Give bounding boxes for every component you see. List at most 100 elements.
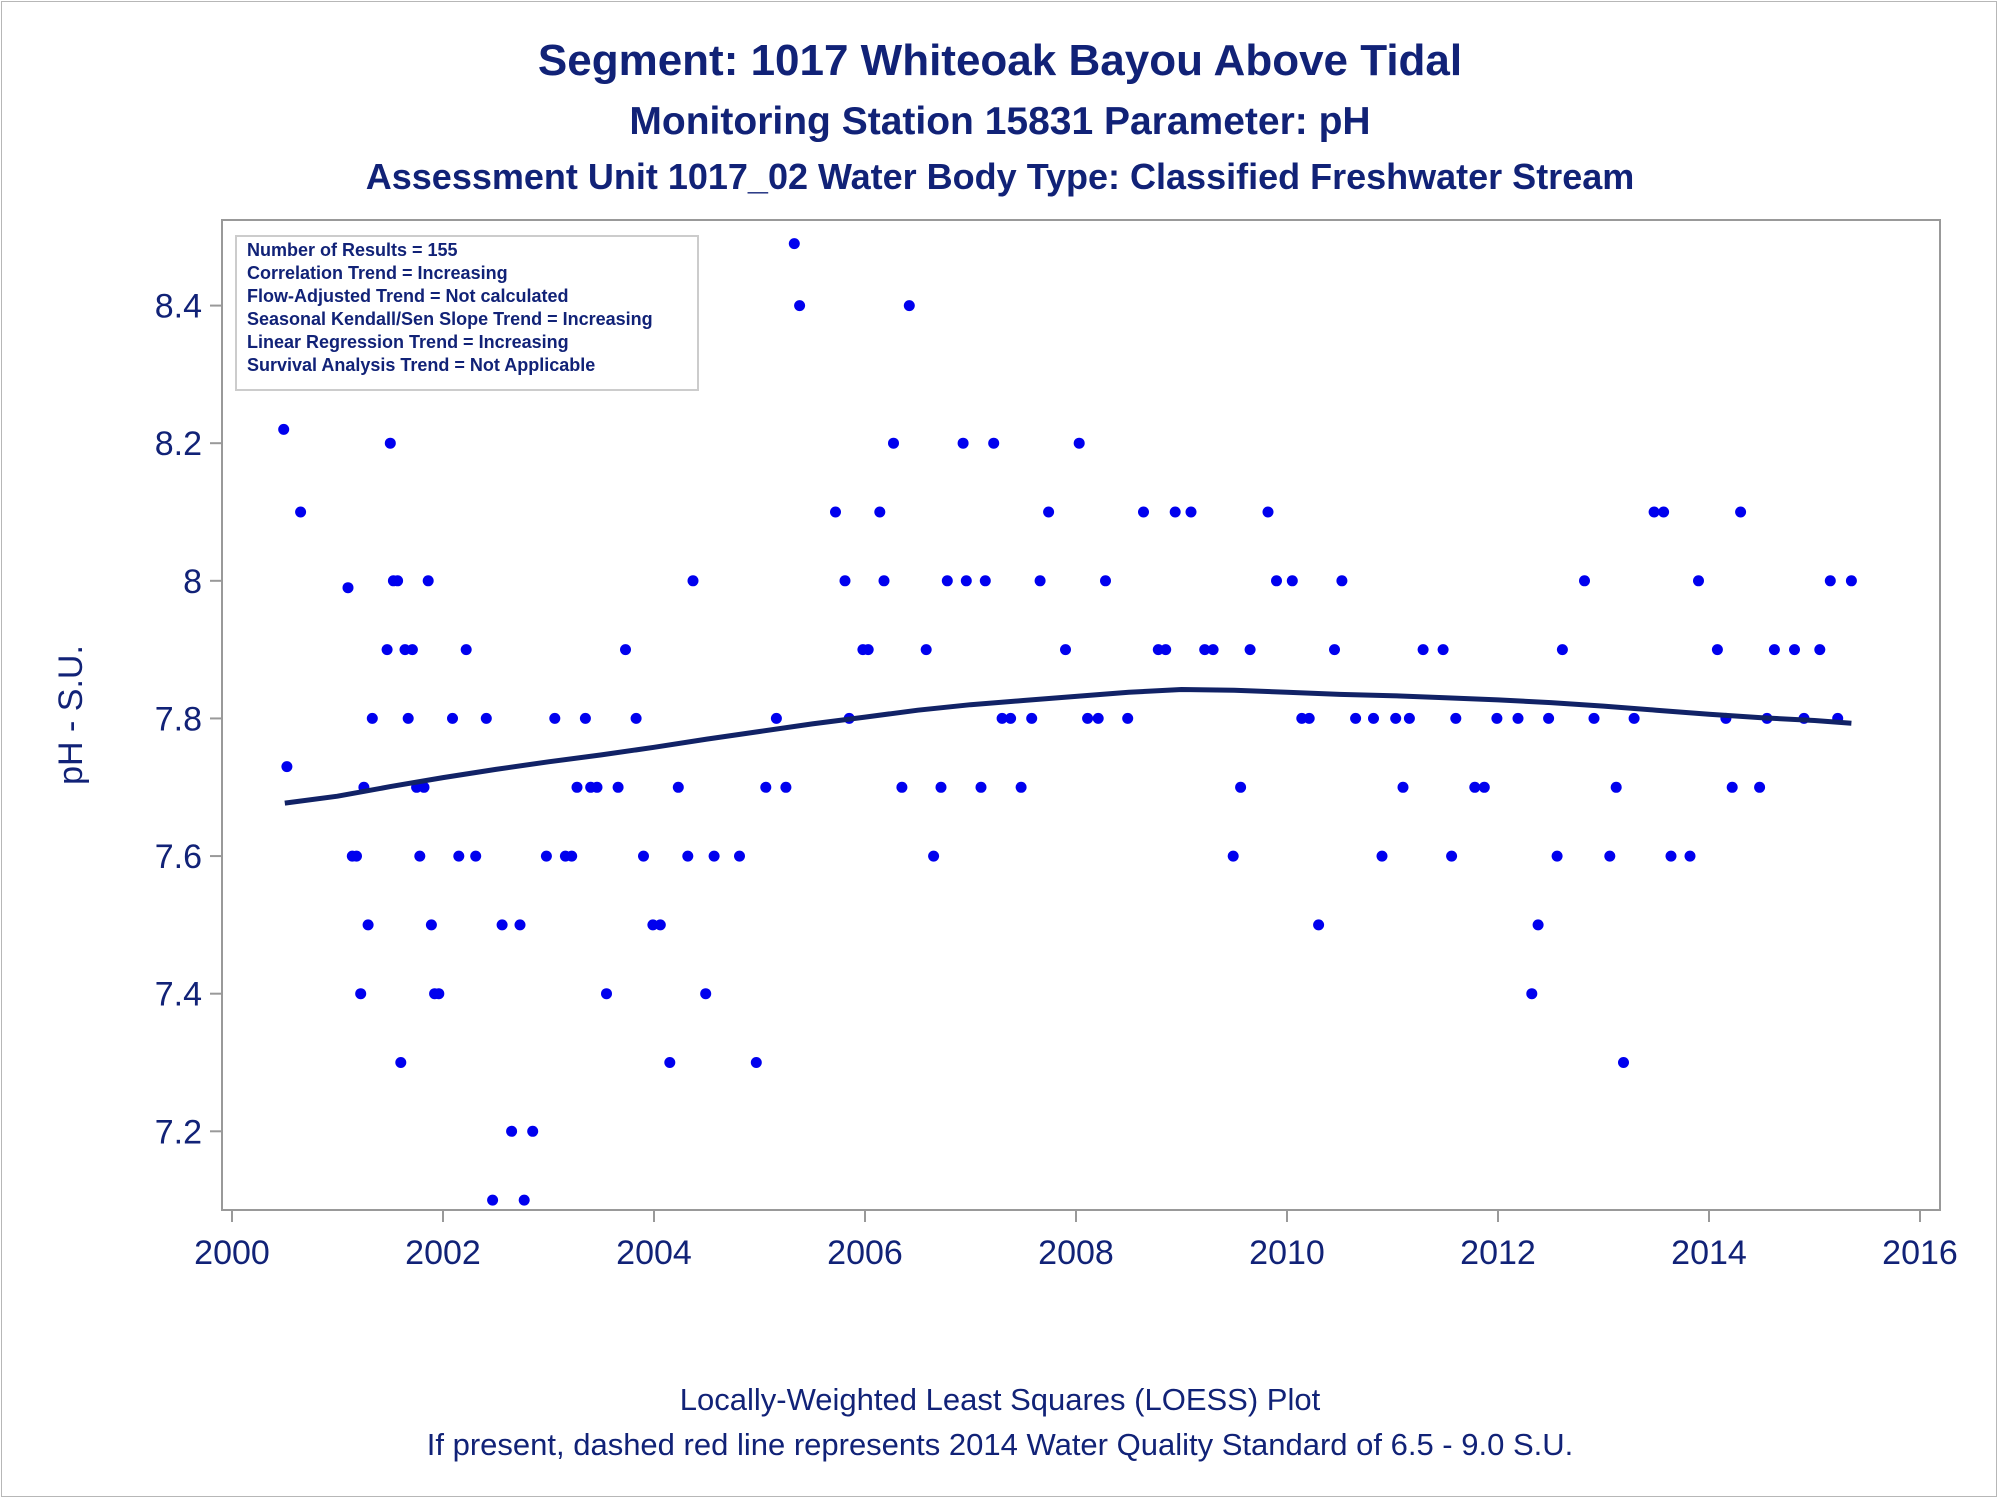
data-point xyxy=(487,1194,499,1206)
data-point xyxy=(514,919,526,931)
data-point xyxy=(770,712,782,724)
data-point xyxy=(1845,575,1857,587)
x-tick-label: 2016 xyxy=(1882,1234,1958,1272)
stats-box-border xyxy=(235,235,699,391)
chart-subtitle-station: Monitoring Station 15831 Parameter: pH xyxy=(629,100,1371,143)
x-tick-label: 2012 xyxy=(1460,1234,1536,1272)
data-point xyxy=(480,712,492,724)
data-point xyxy=(1005,712,1017,724)
footnote-method: Locally-Weighted Least Squares (LOESS) P… xyxy=(679,1382,1321,1417)
data-point xyxy=(1336,575,1348,587)
data-point xyxy=(1579,575,1590,587)
y-tick-label: 7.4 xyxy=(155,976,202,1014)
footnote-standard: If present, dashed red line represents 2… xyxy=(426,1427,1574,1462)
x-tick-label: 2000 xyxy=(194,1234,270,1272)
data-point xyxy=(839,575,851,587)
data-point xyxy=(1604,850,1616,862)
data-point xyxy=(1532,919,1544,931)
data-point xyxy=(1618,1057,1629,1068)
data-point xyxy=(654,919,666,931)
data-point xyxy=(687,575,699,587)
x-tick-label: 2004 xyxy=(616,1234,692,1272)
x-tick-label: 2014 xyxy=(1671,1234,1747,1272)
data-point xyxy=(601,988,612,1000)
data-point xyxy=(1658,506,1670,518)
data-point xyxy=(278,423,290,435)
data-point xyxy=(664,1057,676,1068)
data-point xyxy=(518,1194,530,1206)
data-point xyxy=(620,644,631,656)
data-point xyxy=(295,506,307,518)
data-point xyxy=(1227,850,1239,862)
stats-line: Flow-Adjusted Trend = Not calculated xyxy=(247,286,569,306)
x-tick-label: 2006 xyxy=(827,1234,903,1272)
data-point xyxy=(1376,850,1388,862)
data-point xyxy=(612,781,624,793)
data-point xyxy=(1417,644,1429,656)
data-point xyxy=(1711,644,1723,656)
data-point xyxy=(1390,712,1402,724)
data-point xyxy=(1789,644,1800,656)
data-point xyxy=(425,919,437,931)
data-point xyxy=(1262,506,1274,518)
data-point xyxy=(682,850,694,862)
data-point xyxy=(700,988,712,1000)
data-point xyxy=(1015,781,1027,793)
y-tick-label: 7.2 xyxy=(155,1113,202,1151)
data-point xyxy=(672,781,684,793)
data-point xyxy=(1478,781,1490,793)
data-point xyxy=(1628,712,1640,724)
data-point xyxy=(1368,712,1379,724)
data-point xyxy=(975,781,987,793)
data-point xyxy=(1207,644,1219,656)
data-point xyxy=(888,437,899,449)
data-point xyxy=(1026,712,1038,724)
data-point xyxy=(1122,712,1134,724)
data-point xyxy=(1469,781,1481,793)
data-point xyxy=(750,1057,762,1068)
x-tick-label: 2010 xyxy=(1249,1234,1325,1272)
data-point xyxy=(1446,850,1458,862)
data-point xyxy=(788,238,800,250)
data-point xyxy=(460,644,472,656)
data-point xyxy=(1043,506,1055,518)
data-point xyxy=(422,575,434,587)
data-point xyxy=(996,712,1008,724)
stats-line: Correlation Trend = Increasing xyxy=(247,263,508,283)
data-point xyxy=(402,712,414,724)
data-point xyxy=(527,1125,539,1137)
data-point xyxy=(1450,712,1462,724)
data-point xyxy=(1556,644,1568,656)
data-point xyxy=(1403,712,1415,724)
data-point xyxy=(988,437,1000,449)
data-point xyxy=(1199,644,1211,656)
data-point xyxy=(862,644,874,656)
data-point xyxy=(1185,506,1197,518)
x-tick-label: 2002 xyxy=(405,1234,481,1272)
data-point xyxy=(447,712,458,724)
data-point xyxy=(734,850,745,862)
data-point xyxy=(896,781,908,793)
data-point xyxy=(1543,712,1555,724)
y-axis-label: pH - S.U. xyxy=(52,645,90,785)
data-point xyxy=(638,850,649,862)
data-point xyxy=(1824,575,1836,587)
data-point xyxy=(1693,575,1704,587)
data-point xyxy=(1437,644,1449,656)
data-point xyxy=(406,644,418,656)
data-point xyxy=(392,575,404,587)
stats-line: Number of Results = 155 xyxy=(247,240,458,260)
data-point xyxy=(1138,506,1149,518)
chart-title: Segment: 1017 Whiteoak Bayou Above Tidal xyxy=(537,36,1463,85)
data-point xyxy=(1610,781,1622,793)
data-point xyxy=(1665,850,1677,862)
y-axis: 7.2 7.4 7.6 7.8 8 8.2 8.4 xyxy=(155,288,222,1151)
data-point xyxy=(566,850,578,862)
data-point xyxy=(351,850,362,862)
data-point xyxy=(1034,575,1046,587)
data-point xyxy=(935,781,947,793)
data-point xyxy=(1073,437,1085,449)
data-point xyxy=(1286,575,1298,587)
